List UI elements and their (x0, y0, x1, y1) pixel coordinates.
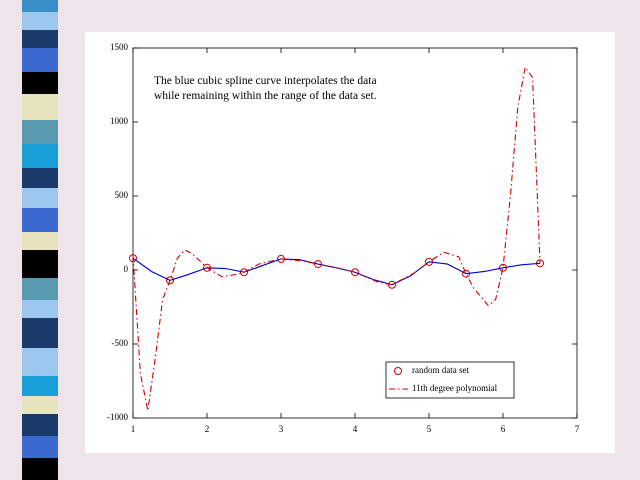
series-line (132, 65, 541, 411)
decorative-strip (22, 0, 58, 480)
legend-label: random data set (412, 365, 469, 375)
x-tick-label: 7 (575, 424, 580, 434)
legend-box (385, 361, 515, 399)
data-point (166, 276, 174, 285)
data-point (129, 254, 137, 263)
x-tick-label: 3 (279, 424, 284, 434)
y-tick-label: 1000 (110, 116, 129, 126)
figure-panel (85, 32, 615, 453)
legend-label: 11th degree polynomial (412, 383, 498, 393)
series-line (132, 257, 541, 286)
legend-marker (394, 367, 402, 375)
x-tick-label: 6 (501, 424, 506, 434)
data-point (499, 263, 507, 272)
y-tick-label: 0 (124, 264, 129, 274)
data-point (240, 268, 248, 277)
y-tick-label: 500 (115, 190, 129, 200)
y-tick-label: -1000 (107, 412, 128, 422)
x-tick-label: 1 (131, 424, 136, 434)
y-tick-label: 1500 (110, 42, 129, 52)
data-point (351, 268, 359, 277)
y-tick-label: -500 (112, 338, 129, 348)
data-point (388, 280, 396, 289)
data-point (314, 260, 322, 269)
x-tick-label: 4 (353, 424, 358, 434)
x-tick-label: 2 (205, 424, 210, 434)
x-tick-label: 5 (427, 424, 432, 434)
annotation: The blue cubic spline curve interpolates… (154, 75, 377, 102)
